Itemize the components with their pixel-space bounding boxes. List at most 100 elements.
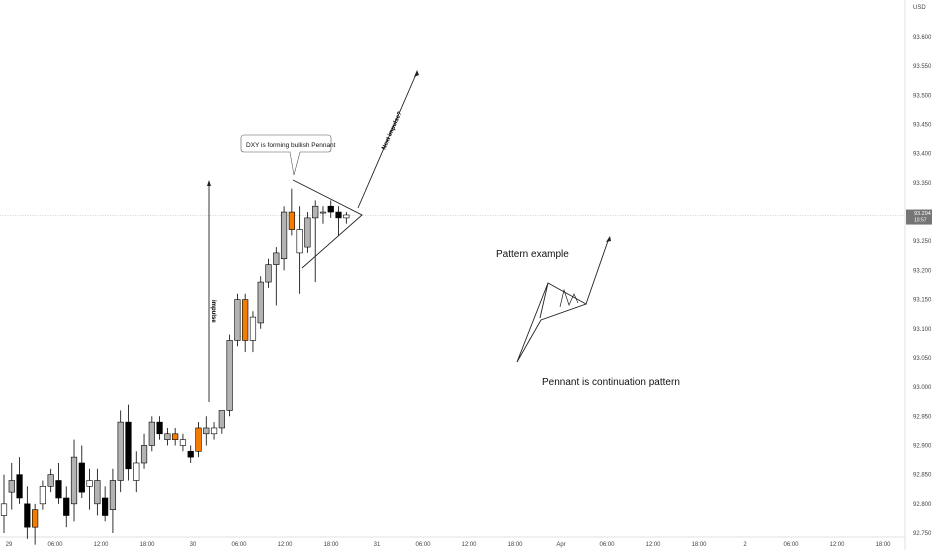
example-arrow <box>585 237 610 305</box>
next-impulse-arrowhead <box>414 70 419 77</box>
candle-body[interactable] <box>47 474 54 487</box>
candle-body[interactable] <box>195 427 202 452</box>
candle-body[interactable] <box>94 480 101 505</box>
candle-body[interactable] <box>296 229 303 254</box>
x-tick-label: 18:00 <box>507 542 523 548</box>
example-pennant <box>516 282 588 363</box>
candle-body[interactable] <box>55 480 62 499</box>
x-tick-label: 31 <box>374 542 381 548</box>
y-tick-label: 93.000 <box>913 385 932 391</box>
candle-body[interactable] <box>117 421 124 481</box>
candle-body[interactable] <box>140 445 148 464</box>
candle-body[interactable] <box>343 214 350 219</box>
candle-body[interactable] <box>125 421 132 470</box>
candle-body[interactable] <box>156 421 163 435</box>
candle-body[interactable] <box>24 503 31 528</box>
candle-body[interactable] <box>257 281 264 324</box>
x-tick-label: 12:00 <box>829 542 845 548</box>
x-tick-label: 29 <box>6 542 13 548</box>
candle-body[interactable] <box>102 497 109 516</box>
candle-body[interactable] <box>210 427 218 435</box>
candle-body[interactable] <box>249 316 257 341</box>
x-tick-label: 30 <box>190 542 197 548</box>
candle-body[interactable] <box>164 433 171 440</box>
y-tick-label: 92.850 <box>913 473 932 479</box>
candle-body[interactable] <box>265 264 272 283</box>
x-tick-label: 12:00 <box>277 542 293 548</box>
x-tick-label: 06:00 <box>783 542 799 548</box>
x-tick-label: 06:00 <box>47 542 63 548</box>
x-tick-label: 06:00 <box>231 542 247 548</box>
pennant-outline <box>292 179 363 269</box>
next-impulse-arrow <box>357 71 418 209</box>
x-tick-label: 12:00 <box>461 542 477 548</box>
x-tick-label: 12:00 <box>93 542 109 548</box>
candle-body[interactable] <box>327 205 334 213</box>
candle-body[interactable] <box>335 211 342 219</box>
candle-body[interactable] <box>109 480 117 510</box>
candle-body[interactable] <box>32 509 39 528</box>
candle-body[interactable] <box>78 462 85 493</box>
candle-body[interactable] <box>172 433 179 440</box>
x-tick-label: 2 <box>743 542 747 548</box>
x-tick-label: 06:00 <box>599 542 615 548</box>
candle-body[interactable] <box>86 480 93 487</box>
y-tick-label: 93.550 <box>913 64 932 70</box>
candle-body[interactable] <box>280 211 288 260</box>
y-tick-label: 93.400 <box>913 152 932 158</box>
candle-body[interactable] <box>242 299 249 341</box>
candle-body[interactable] <box>179 439 187 446</box>
y-tick-label: 93.100 <box>913 327 932 333</box>
last-price-badge <box>906 209 932 225</box>
y-tick-label: 93.150 <box>913 298 932 304</box>
last-price-countdown: 10:57 <box>914 218 927 224</box>
last-price-value: 93.294 <box>914 211 931 217</box>
example-zigzag <box>559 288 579 308</box>
candle-body[interactable] <box>187 451 194 458</box>
y-tick-label: 93.450 <box>913 123 932 129</box>
x-tick-label: Apr <box>556 542 565 548</box>
candle-body[interactable] <box>273 252 280 265</box>
candle-body[interactable] <box>63 497 70 516</box>
candle-body[interactable] <box>226 340 233 411</box>
y-tick-label: 93.200 <box>913 268 932 274</box>
impulse-arrowhead <box>207 180 211 186</box>
x-tick-label: 06:00 <box>415 542 431 548</box>
candle-body[interactable] <box>304 217 311 248</box>
y-tick-label: 92.750 <box>913 531 932 537</box>
x-tick-label: 12:00 <box>645 542 661 548</box>
y-tick-label: 93.050 <box>913 356 932 362</box>
candle-body[interactable] <box>234 299 241 341</box>
continuation-text: Pennant is continuation pattern <box>542 377 680 388</box>
speech-bubble <box>240 134 332 176</box>
candle-body[interactable] <box>70 456 78 505</box>
next-impulse-label: Next impulse? <box>381 111 403 151</box>
candle-body[interactable] <box>203 427 210 435</box>
x-tick-label: 18:00 <box>875 542 891 548</box>
x-tick-label: 18:00 <box>323 542 339 548</box>
y-tick-label: 92.950 <box>913 414 932 420</box>
candle-body[interactable] <box>312 205 319 219</box>
candle-body[interactable] <box>288 211 295 230</box>
candle-body[interactable] <box>133 462 140 481</box>
candle-body[interactable] <box>16 474 23 499</box>
candle-body[interactable] <box>8 480 15 493</box>
x-tick-label: 18:00 <box>139 542 155 548</box>
x-tick-label: 18:00 <box>691 542 707 548</box>
y-tick-label: 92.900 <box>913 443 932 449</box>
bubble-text: DXY is forming bullish Pennant <box>246 142 336 149</box>
candle-body[interactable] <box>39 486 46 505</box>
y-tick-label: 93.600 <box>913 35 932 41</box>
candle-body[interactable] <box>319 211 327 214</box>
currency-label: USD <box>913 5 926 11</box>
y-tick-label: 93.250 <box>913 239 932 245</box>
candle-body[interactable] <box>218 410 225 429</box>
candle-body[interactable] <box>0 503 8 516</box>
pattern-example-title: Pattern example <box>496 249 569 260</box>
impulse-label: impulse <box>210 300 216 323</box>
candle-body[interactable] <box>148 421 155 446</box>
y-tick-label: 92.800 <box>913 502 932 508</box>
example-arrowhead <box>606 236 611 242</box>
